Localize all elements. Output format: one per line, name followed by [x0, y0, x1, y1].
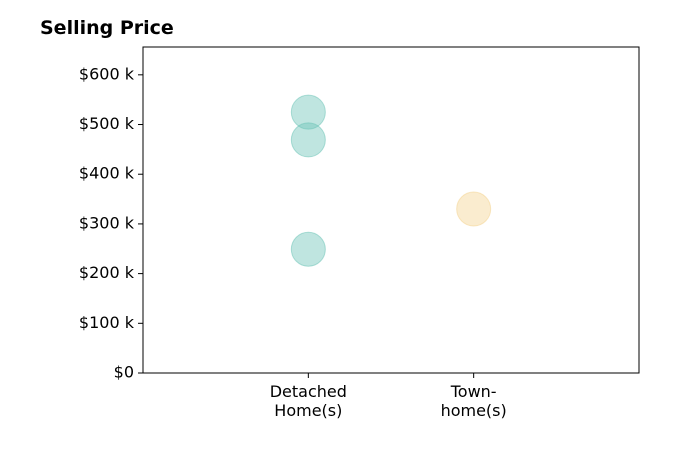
point [290, 122, 326, 158]
point [290, 94, 326, 130]
y-tick-label: $300 k [79, 213, 135, 232]
point [290, 231, 326, 267]
chart-title: Selling Price [40, 17, 174, 39]
x-tick-label: Town- home(s) [440, 382, 507, 420]
point [456, 191, 492, 227]
y-tick-label: $200 k [79, 263, 135, 282]
y-tick-label: $0 [114, 363, 134, 382]
y-tick-label: $500 k [79, 114, 135, 133]
plot-frame [142, 46, 640, 374]
y-tick-label: $400 k [79, 164, 135, 183]
x-tick-label: Detached Home(s) [269, 382, 347, 420]
y-tick-label: $600 k [79, 64, 135, 83]
y-tick-label: $100 k [79, 313, 135, 332]
